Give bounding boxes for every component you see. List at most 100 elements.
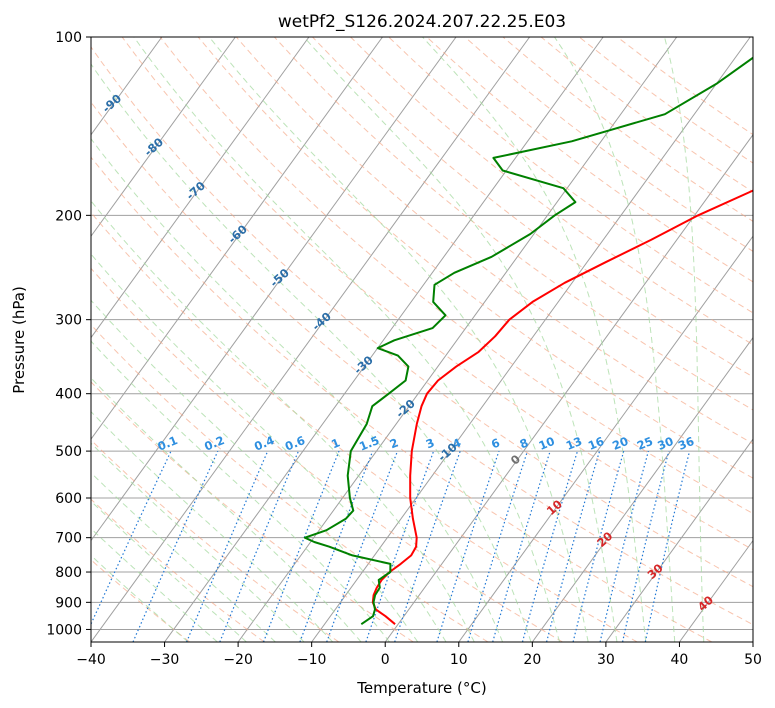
y-tick-label: 300 xyxy=(55,313,82,329)
dry-adiabat-line xyxy=(91,101,753,626)
mixing-ratio-line xyxy=(186,450,269,642)
isotherm-line xyxy=(91,37,310,339)
mixing-ratio-line xyxy=(219,450,300,642)
x-tick-label: −40 xyxy=(76,652,106,668)
mixing-ratio-line xyxy=(644,450,691,642)
moist-adiabat-line xyxy=(91,340,390,642)
dry-adiabat-line xyxy=(312,37,753,378)
moist-adiabat-line xyxy=(91,442,305,642)
profile-series xyxy=(303,56,753,626)
moist-adiabat-line xyxy=(554,37,676,642)
mixing-ratio-line xyxy=(622,450,670,642)
dry-adiabat-line xyxy=(91,324,489,642)
moist-adiabat-line xyxy=(91,200,475,642)
isotherm-line xyxy=(531,336,753,642)
mixing-ratio-line xyxy=(546,450,601,642)
x-tick-label: −30 xyxy=(150,652,180,668)
mixing-ratio-label: 16 xyxy=(586,434,606,453)
x-axis-label: Temperature (°C) xyxy=(356,679,486,697)
x-tick-label: 40 xyxy=(671,652,689,668)
dry-adiabat-line xyxy=(235,37,753,445)
y-axis: 1000 900 800 700 600 500 400 300 200 100 xyxy=(46,30,91,638)
moist-adiabat-line xyxy=(91,554,189,642)
y-axis-label: Pressure (hPa) xyxy=(10,286,28,394)
moist-adiabat-line xyxy=(133,37,561,642)
isotherm-line xyxy=(91,37,383,440)
dry-adiabat-line xyxy=(274,37,753,411)
dry-adiabat-line xyxy=(121,37,753,551)
moist-adiabat-line xyxy=(91,253,447,642)
x-tick-label: 10 xyxy=(450,652,468,668)
dry-adiabat-line xyxy=(197,37,753,479)
mixing-ratio-line xyxy=(299,450,374,642)
x-tick-label: 30 xyxy=(597,652,615,668)
dewpoint-profile-line xyxy=(303,56,753,626)
mixing-ratio-line xyxy=(572,450,625,642)
mixing-ratio-label: 10 xyxy=(537,434,557,453)
y-tick-label: 100 xyxy=(55,30,82,46)
isotherm-line xyxy=(164,37,604,642)
y-tick-label: 600 xyxy=(55,491,82,507)
mixing-ratio-lines xyxy=(91,450,691,642)
mixing-ratio-label: 25 xyxy=(635,434,655,453)
isotherm-line xyxy=(91,37,236,238)
x-tick-label: 0 xyxy=(381,652,390,668)
x-tick-label: 20 xyxy=(523,652,541,668)
mixing-ratio-line xyxy=(132,450,219,642)
dry-adiabat-line xyxy=(159,37,753,515)
mixing-ratio-label: 36 xyxy=(676,434,696,453)
mixing-ratio-line xyxy=(394,450,461,642)
x-tick-label: 50 xyxy=(744,652,762,668)
moist-adiabat-line xyxy=(91,410,334,642)
plot-frame xyxy=(90,36,754,643)
x-tick-label: −10 xyxy=(297,652,327,668)
y-tick-label: 200 xyxy=(55,208,82,224)
moist-adiabat-lines xyxy=(91,37,705,642)
dry-adiabat-line xyxy=(91,156,713,642)
y-tick-label: 900 xyxy=(55,595,82,611)
moist-adiabat-line xyxy=(664,37,705,642)
y-tick-label: 400 xyxy=(55,387,82,403)
y-tick-label: 500 xyxy=(55,444,82,460)
moist-adiabat-line xyxy=(91,63,532,642)
moist-adiabat-line xyxy=(91,377,362,642)
moist-adiabat-line xyxy=(91,472,276,642)
dry-adiabat-line xyxy=(426,37,753,283)
x-axis: −40 −30 −20 −10 0 10 20 30 40 50 xyxy=(76,642,762,668)
moist-adiabat-line xyxy=(91,137,504,642)
isotherm-line xyxy=(458,235,753,642)
mixing-ratio-label: 20 xyxy=(610,434,630,453)
mixing-ratio-line xyxy=(599,450,649,642)
temperature-profile-line xyxy=(371,189,753,625)
mixing-ratio-line xyxy=(262,450,340,642)
mixing-ratio-label: 30 xyxy=(655,434,675,453)
moist-adiabat-line xyxy=(91,299,419,642)
isotherm-line xyxy=(605,438,753,642)
mixing-ratio-label: 13 xyxy=(564,434,584,453)
mixing-ratio-line xyxy=(326,450,399,642)
mixing-ratio-line xyxy=(436,450,500,642)
isotherm-line xyxy=(384,133,753,642)
plot-area: 0.10.20.40.611.52346810131620253036-100-… xyxy=(91,37,753,642)
dry-adiabat-line xyxy=(91,46,753,588)
pressure-gridlines xyxy=(91,37,753,630)
dry-adiabat-line xyxy=(91,211,638,642)
chart-title: wetPf2_S126.2024.207.22.25.E03 xyxy=(278,12,566,32)
mixing-ratio-line xyxy=(492,450,551,642)
isotherm-line xyxy=(91,37,457,542)
dry-adiabat-line xyxy=(91,267,563,642)
moist-adiabat-line xyxy=(208,37,589,642)
mixing-ratio-line xyxy=(365,450,435,642)
x-tick-label: −20 xyxy=(223,652,253,668)
moist-adiabat-line xyxy=(91,500,247,642)
moist-adiabat-line xyxy=(91,527,218,642)
mixing-ratio-line xyxy=(521,450,579,642)
y-tick-label: 800 xyxy=(55,565,82,581)
mixing-ratio-line xyxy=(467,450,529,642)
dry-adiabat-lines xyxy=(91,37,753,642)
moist-adiabat-line xyxy=(422,37,647,642)
y-tick-label: 1000 xyxy=(46,622,82,638)
moist-adiabat-line xyxy=(303,37,618,642)
y-tick-label: 700 xyxy=(55,531,82,547)
